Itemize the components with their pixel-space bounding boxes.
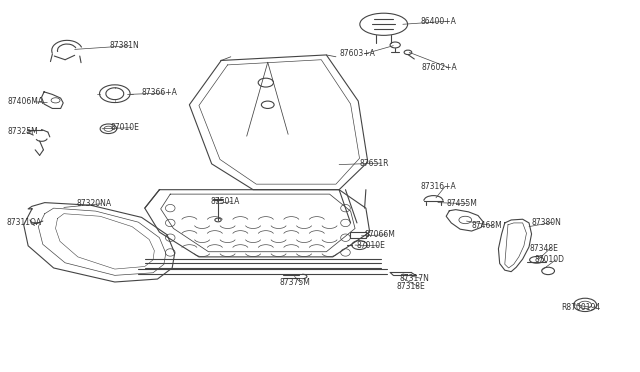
Text: 87375M: 87375M [279,278,310,287]
Text: 87366+A: 87366+A [141,89,177,97]
Text: 87603+A: 87603+A [339,49,375,58]
Text: 87318E: 87318E [396,282,425,291]
Text: 87066M: 87066M [365,230,396,239]
Text: 87468M: 87468M [472,221,502,230]
Text: 87311QA: 87311QA [6,218,42,227]
Text: 87501A: 87501A [211,197,240,206]
Text: 87320NA: 87320NA [77,199,112,208]
Text: R8700194: R8700194 [561,302,600,312]
Text: 87381N: 87381N [109,41,140,50]
Text: 87010E: 87010E [357,241,386,250]
Text: 87010E: 87010E [111,123,140,132]
Text: 87380N: 87380N [532,218,561,227]
Text: 87325M: 87325M [8,127,38,136]
Text: 86400+A: 86400+A [420,17,456,26]
Text: 87317N: 87317N [399,274,429,283]
Text: 87455M: 87455M [446,199,477,208]
Text: 87010D: 87010D [534,255,564,264]
Text: 87348E: 87348E [529,244,558,253]
Text: 87602+A: 87602+A [422,62,458,72]
Text: 87316+A: 87316+A [420,182,456,191]
Text: 87651R: 87651R [360,158,389,168]
Text: 87406MA: 87406MA [8,97,44,106]
